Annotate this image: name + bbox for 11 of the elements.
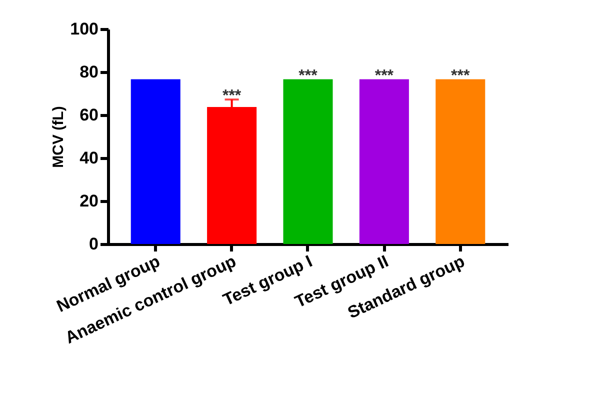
y-tick-label: 0 bbox=[89, 234, 98, 254]
annotation: *** bbox=[374, 67, 394, 84]
y-axis-title: MCV (fL) bbox=[50, 106, 68, 168]
annotation: *** bbox=[298, 67, 318, 84]
y-tick-label: 100 bbox=[70, 20, 98, 38]
y-tick-label: 40 bbox=[80, 148, 98, 168]
y-tick-label: 20 bbox=[80, 192, 98, 210]
y-tick-label: 80 bbox=[80, 62, 98, 82]
y-tick-label: 60 bbox=[80, 106, 98, 124]
annotation: *** bbox=[451, 67, 470, 84]
annotation: *** bbox=[222, 88, 242, 105]
